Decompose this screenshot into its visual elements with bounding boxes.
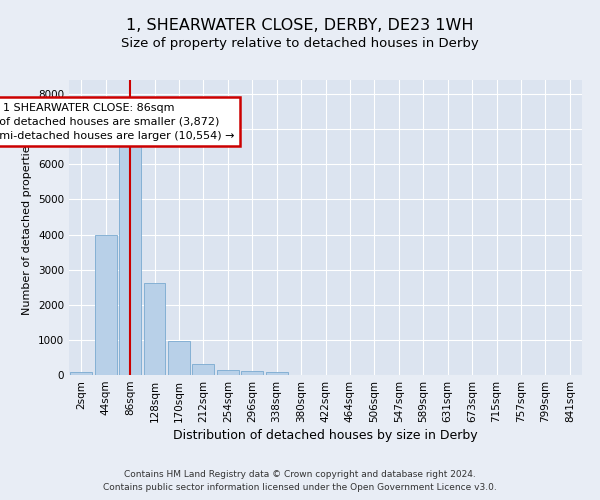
Bar <box>241 371 263 375</box>
Bar <box>70 372 92 375</box>
Bar <box>143 283 166 375</box>
Bar <box>168 342 190 375</box>
Text: Size of property relative to detached houses in Derby: Size of property relative to detached ho… <box>121 38 479 51</box>
X-axis label: Distribution of detached houses by size in Derby: Distribution of detached houses by size … <box>173 429 478 442</box>
Bar <box>266 372 287 375</box>
Bar <box>193 364 214 375</box>
Text: Contains HM Land Registry data © Crown copyright and database right 2024.
Contai: Contains HM Land Registry data © Crown c… <box>103 470 497 492</box>
Y-axis label: Number of detached properties: Number of detached properties <box>22 140 32 315</box>
Text: 1 SHEARWATER CLOSE: 86sqm
← 27% of detached houses are smaller (3,872)
72% of se: 1 SHEARWATER CLOSE: 86sqm ← 27% of detac… <box>0 103 234 141</box>
Text: 1, SHEARWATER CLOSE, DERBY, DE23 1WH: 1, SHEARWATER CLOSE, DERBY, DE23 1WH <box>126 18 474 32</box>
Bar <box>95 235 116 375</box>
Bar <box>217 370 239 375</box>
Bar <box>119 144 141 375</box>
